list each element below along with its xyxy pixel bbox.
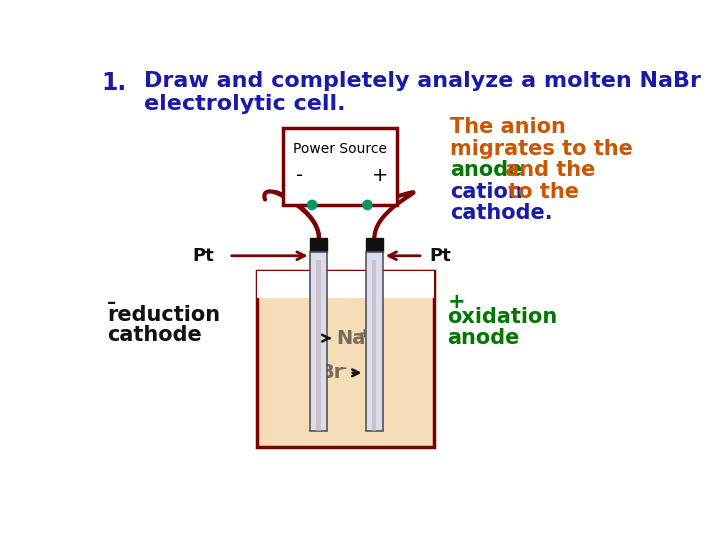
Text: anode: anode bbox=[448, 328, 520, 348]
Bar bbox=[257, 271, 434, 298]
Text: cation: cation bbox=[450, 182, 523, 202]
Text: 1.: 1. bbox=[101, 71, 126, 95]
Text: Power Source: Power Source bbox=[293, 142, 387, 156]
Bar bbox=[372, 260, 376, 430]
Text: Pt: Pt bbox=[192, 247, 214, 265]
Text: cathode.: cathode. bbox=[450, 204, 552, 224]
Text: oxidation: oxidation bbox=[448, 307, 558, 327]
Text: –: – bbox=[341, 362, 346, 375]
Bar bbox=[366, 238, 383, 252]
Text: and the: and the bbox=[498, 160, 595, 180]
Bar bbox=[310, 238, 328, 252]
Bar bbox=[316, 260, 320, 430]
Text: –: – bbox=[107, 294, 117, 312]
Text: to the: to the bbox=[500, 182, 579, 202]
Text: +: + bbox=[359, 327, 369, 340]
Bar bbox=[283, 128, 397, 205]
Text: +: + bbox=[448, 292, 465, 312]
Text: Draw and completely analyze a molten NaBr
electrolytic cell.: Draw and completely analyze a molten NaB… bbox=[144, 71, 701, 114]
Text: Br: Br bbox=[319, 363, 343, 382]
Text: migrates to the: migrates to the bbox=[450, 139, 633, 159]
Bar bbox=[257, 271, 434, 447]
Bar bbox=[259, 272, 433, 298]
Circle shape bbox=[363, 200, 372, 210]
Text: cathode: cathode bbox=[107, 325, 202, 345]
Text: The anion: The anion bbox=[450, 117, 566, 137]
Text: Pt: Pt bbox=[429, 247, 451, 265]
Text: Na: Na bbox=[336, 329, 365, 348]
Text: -: - bbox=[296, 166, 303, 185]
Bar bbox=[310, 252, 328, 430]
Bar bbox=[366, 252, 383, 430]
Circle shape bbox=[307, 200, 317, 210]
Text: anode: anode bbox=[450, 160, 522, 180]
Text: reduction: reduction bbox=[107, 305, 220, 325]
Text: +: + bbox=[372, 166, 388, 185]
